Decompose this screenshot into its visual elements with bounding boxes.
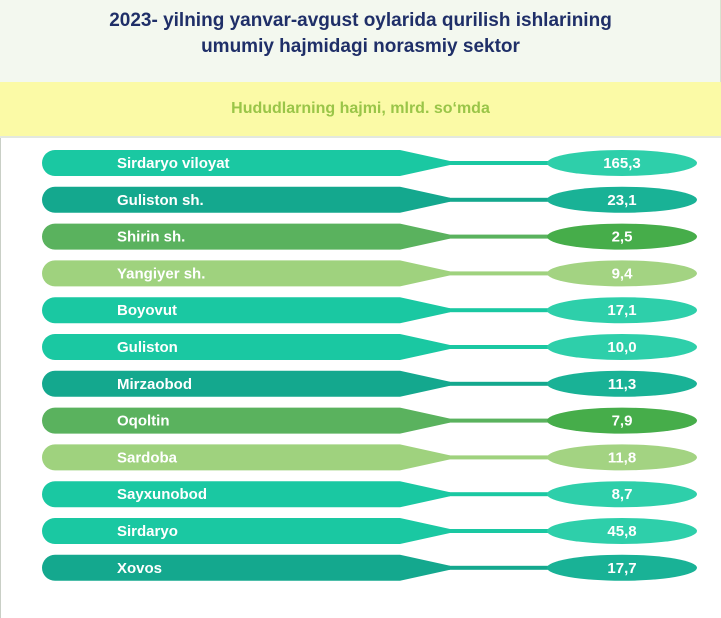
- row-connector: [448, 271, 558, 276]
- category-label: Xovos: [117, 560, 162, 577]
- title-line-1: 2023- yilning yanvar-avgust oylarida qur…: [109, 10, 612, 31]
- category-label: Sirdaryo: [117, 523, 178, 540]
- row-ribbon: [42, 481, 450, 508]
- row-connector: [448, 418, 558, 423]
- category-label: Oqoltin: [117, 413, 170, 430]
- value-label: 17,1: [607, 302, 636, 319]
- row-connector: [448, 529, 558, 533]
- value-label: 17,7: [607, 560, 636, 577]
- row-ribbon: [42, 223, 450, 250]
- value-pill: [547, 150, 697, 176]
- chart-row: Sirdaryo viloyat 165,3: [42, 150, 697, 176]
- value-pill: [547, 481, 697, 508]
- value-label: 45,8: [607, 523, 636, 540]
- row-ribbon: [42, 444, 450, 471]
- value-pill: [547, 518, 697, 544]
- row-ribbon: [42, 150, 450, 176]
- value-label: 165,3: [603, 155, 641, 172]
- row-ribbon: [42, 407, 450, 434]
- row-connector: [448, 197, 558, 202]
- value-label: 9,4: [612, 265, 634, 282]
- value-pill: [547, 407, 697, 434]
- row-connector: [448, 345, 558, 349]
- value-label: 7,9: [612, 413, 633, 430]
- row-ribbon: [42, 186, 450, 213]
- row-ribbon: [42, 260, 450, 287]
- chart-row: Xovos 17,7: [42, 554, 697, 581]
- chart-row: Boyovut 17,1: [42, 297, 697, 324]
- page-title: 2023- yilning yanvar-avgust oylarida qur…: [0, 8, 721, 60]
- row-connector: [448, 161, 558, 165]
- row-connector: [448, 455, 558, 460]
- chart-row: Mirzaobod 11,3: [42, 370, 697, 397]
- category-label: Sardoba: [117, 449, 178, 466]
- chart-row: Oqoltin 7,9: [42, 407, 697, 434]
- category-label: Sirdaryo viloyat: [117, 155, 230, 172]
- chart-subtitle: Hududlarning hajmi, mlrd. so‘mda: [231, 100, 490, 117]
- value-pill: [547, 223, 697, 250]
- region-chart: Sirdaryo viloyat 165,3 Guliston sh. 23,1 Shi…: [42, 150, 697, 581]
- value-pill: [547, 554, 697, 581]
- chart-row: Guliston 10,0: [42, 334, 697, 360]
- row-connector: [448, 565, 558, 570]
- row-ribbon: [42, 370, 451, 397]
- row-ribbon: [42, 334, 450, 360]
- value-pill: [547, 370, 697, 397]
- subtitle-band: Hududlarning hajmi, mlrd. so‘mda: [0, 82, 721, 136]
- value-pill: [547, 334, 697, 360]
- row-ribbon: [42, 518, 450, 544]
- value-pill: [547, 444, 697, 471]
- row-connector: [448, 234, 558, 239]
- value-label: 10,0: [607, 339, 636, 356]
- row-connector: [448, 308, 558, 313]
- left-border: [0, 138, 1, 618]
- category-label: Boyovut: [117, 302, 177, 319]
- row-ribbon: [42, 297, 450, 324]
- chart-row: Sayxunobod 8,7: [42, 481, 697, 508]
- chart-row: Sirdaryo 45,8: [42, 518, 697, 544]
- category-label: Sayxunobod: [117, 486, 207, 503]
- value-pill: [547, 297, 697, 324]
- value-label: 11,3: [608, 376, 636, 393]
- value-label: 2,5: [612, 229, 633, 246]
- title-line-2: umumiy hajmidagi norasmiy sektor: [201, 36, 520, 57]
- chart-row: Guliston sh. 23,1: [42, 186, 697, 213]
- value-label: 11,8: [608, 449, 636, 466]
- value-label: 8,7: [612, 486, 633, 503]
- value-pill: [547, 260, 697, 287]
- value-pill: [547, 186, 697, 213]
- header-panel: 2023- yilning yanvar-avgust oylarida qur…: [0, 0, 721, 82]
- header-divider: [0, 136, 721, 138]
- category-label: Shirin sh.: [117, 229, 185, 246]
- category-label: Yangiyer sh.: [117, 265, 205, 282]
- row-ribbon: [42, 554, 450, 581]
- category-label: Guliston: [117, 339, 178, 356]
- category-label: Guliston sh.: [117, 192, 204, 209]
- chart-row: Yangiyer sh. 9,4: [42, 260, 697, 287]
- row-connector: [448, 381, 558, 386]
- row-connector: [448, 492, 558, 497]
- value-label: 23,1: [607, 192, 636, 209]
- chart-row: Shirin sh. 2,5: [42, 223, 697, 250]
- chart-row: Sardoba 11,8: [42, 444, 697, 471]
- category-label: Mirzaobod: [117, 376, 192, 393]
